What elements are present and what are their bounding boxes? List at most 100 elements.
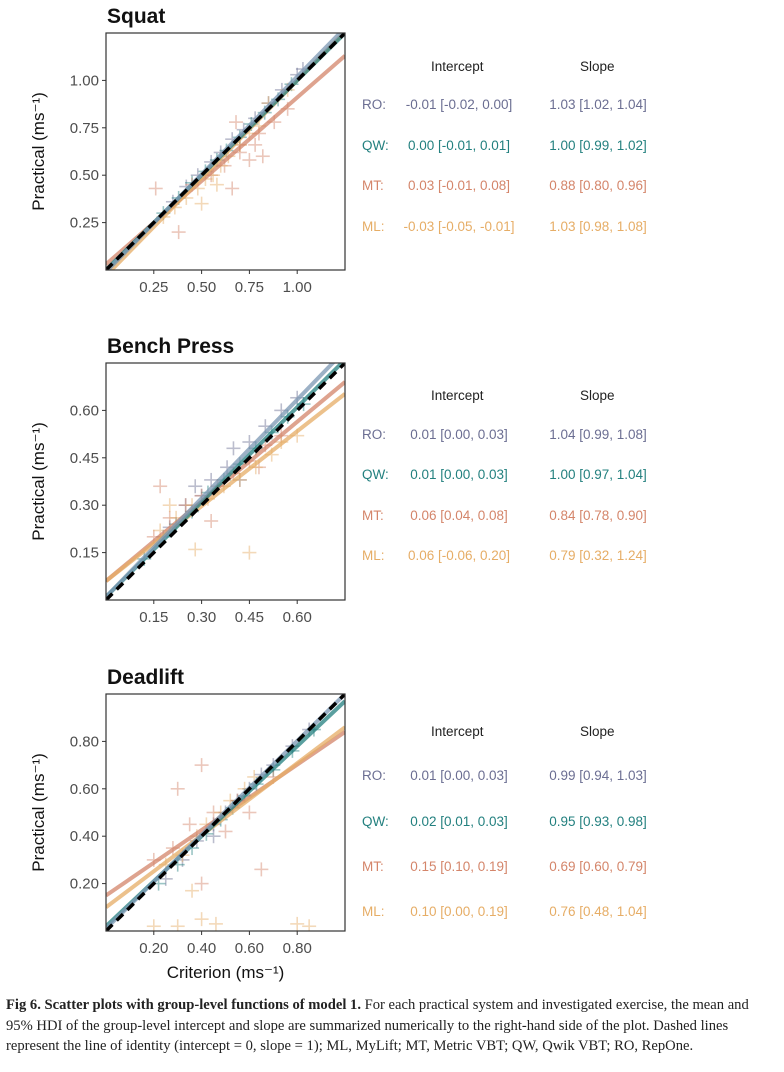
y-tick-label: 0.50	[70, 167, 99, 184]
figure-caption: Fig 6. Scatter plots with group-level fu…	[6, 995, 776, 1057]
row-label: ML:	[362, 904, 385, 919]
plot-bench-press: Bench Press 0.15 0.30 0.45 0.60 0.15 0.30 0.45 0…	[29, 335, 346, 626]
intercept-value: 0.06 [-0.06, 0.20]	[407, 548, 511, 563]
plot-deadlift: Deadlift 0.20 0.40 0.60 0.80 0.20 0.40 0.60 0.80…	[29, 666, 346, 982]
point-ml	[188, 542, 203, 557]
intercept-value: 0.03 [-0.01, 0.08]	[407, 178, 511, 193]
row-label: QW:	[362, 467, 389, 482]
y-axis-label: Practical (ms⁻¹)	[29, 753, 48, 872]
identity-line	[106, 33, 345, 270]
x-tick-label: 0.30	[187, 609, 216, 626]
row-label: QW:	[362, 138, 389, 153]
table-row: RO: 0.01 [0.00, 0.03] 0.99 [0.94, 1.03]	[350, 768, 680, 786]
table-row: RO: -0.01 [-0.02, 0.00] 1.03 [1.02, 1.04]	[350, 97, 680, 115]
table-row: ML: -0.03 [-0.05, -0.01] 1.03 [0.98, 1.08]	[350, 219, 680, 237]
row-label: ML:	[362, 548, 385, 563]
y-tick-label: 0.40	[70, 828, 99, 845]
slope-value: 1.04 [0.99, 1.08]	[549, 427, 647, 442]
point-mt	[171, 225, 186, 240]
plot-border	[105, 362, 346, 601]
table-row: MT: 0.15 [0.10, 0.19] 0.69 [0.60, 0.79]	[350, 859, 680, 877]
table-row: MT: 0.06 [0.04, 0.08] 0.84 [0.78, 0.90]	[350, 508, 680, 526]
y-axis-label: Practical (ms⁻¹)	[29, 422, 48, 541]
point-mt	[225, 181, 240, 196]
point-ro	[178, 498, 193, 513]
slope-value: 0.79 [0.32, 1.24]	[549, 548, 647, 563]
x-tick-label: 0.60	[283, 609, 312, 626]
point-ml	[209, 177, 224, 192]
y-tick-label: 0.15	[70, 545, 99, 562]
point-mt	[162, 510, 177, 525]
intercept-value: 0.01 [0.00, 0.03]	[410, 467, 508, 482]
plot-title: Deadlift	[107, 666, 184, 689]
fit-line-ml	[106, 725, 345, 909]
slope-value: 1.00 [0.97, 1.04]	[549, 467, 647, 482]
y-tick-label: 0.45	[70, 450, 99, 467]
y-tick-label: 1.00	[70, 72, 99, 89]
plot-title: Bench Press	[107, 335, 234, 358]
row-label: QW:	[362, 814, 389, 829]
point-mt	[218, 824, 233, 839]
row-label: RO:	[362, 427, 387, 442]
row-label: MT:	[362, 178, 384, 193]
plot-border	[105, 32, 346, 271]
plot-area	[106, 694, 345, 931]
row-label: RO:	[362, 97, 387, 112]
intercept-value: 0.06 [0.04, 0.08]	[410, 508, 508, 523]
slope-value: 1.03 [0.98, 1.08]	[549, 219, 647, 234]
identity-line	[106, 694, 345, 931]
table-row: QW: 0.02 [0.01, 0.03] 0.95 [0.93, 0.98]	[350, 814, 680, 832]
point-ml	[208, 916, 223, 931]
point-ml	[194, 196, 209, 211]
x-tick-label: 0.60	[235, 940, 264, 957]
point-mt	[194, 876, 209, 891]
row-label: MT:	[362, 508, 384, 523]
intercept-value: 0.00 [-0.01, 0.01]	[407, 138, 511, 153]
point-ml	[185, 883, 200, 898]
x-tick-label: 0.15	[139, 609, 168, 626]
intercept-value: 0.01 [0.00, 0.03]	[410, 427, 508, 442]
row-label: ML:	[362, 219, 385, 234]
x-tick-label: 0.25	[139, 279, 168, 296]
point-mt	[170, 781, 185, 796]
y-axis-label: Practical (ms⁻¹)	[29, 92, 48, 211]
intercept-value: 0.10 [0.00, 0.19]	[410, 904, 508, 919]
table-row: QW: 0.00 [-0.01, 0.01] 1.00 [0.99, 1.02]	[350, 138, 680, 156]
x-tick-label: 0.40	[187, 940, 216, 957]
fit-line-ml	[106, 392, 345, 583]
point-ro	[188, 479, 203, 494]
point-ro	[204, 472, 219, 487]
slope-value: 0.69 [0.60, 0.79]	[549, 859, 647, 874]
y-tick-label: 0.80	[70, 733, 99, 750]
caption-title: Fig 6. Scatter plots with group-level fu…	[6, 997, 361, 1013]
point-mt	[206, 805, 221, 820]
x-axis-label: Criterion (ms⁻¹)	[167, 963, 285, 982]
y-tick-label: 0.60	[70, 781, 99, 798]
point-ro	[206, 829, 221, 844]
row-label: RO:	[362, 768, 387, 783]
table-row: ML: 0.06 [-0.06, 0.20] 0.79 [0.32, 1.24]	[350, 548, 680, 566]
y-tick-label: 0.25	[70, 215, 99, 232]
plot-border	[105, 693, 346, 932]
point-mt	[229, 115, 244, 130]
plot-area	[106, 363, 345, 600]
point-mt	[242, 805, 257, 820]
header-intercept: Intercept	[431, 388, 484, 403]
point-ml	[162, 498, 177, 513]
identity-line	[106, 363, 345, 600]
point-mt	[194, 758, 209, 773]
table-row: MT: 0.03 [-0.01, 0.08] 0.88 [0.80, 0.96]	[350, 178, 680, 196]
point-mt	[242, 153, 257, 168]
point-mt	[178, 498, 193, 513]
point-mt	[182, 817, 197, 832]
point-mt	[248, 137, 263, 152]
point-ml	[194, 912, 209, 927]
table-row: QW: 0.01 [0.00, 0.03] 1.00 [0.97, 1.04]	[350, 467, 680, 485]
point-ro	[226, 441, 241, 456]
y-tick-label: 0.20	[70, 876, 99, 893]
x-tick-label: 0.50	[187, 279, 216, 296]
x-tick-label: 1.00	[283, 279, 312, 296]
scatter-plots: Squat 0.25 0.50 0.75 1.00 0.25 0.50 0.75 1.00 Pra…	[29, 5, 346, 982]
intercept-value: -0.01 [-0.02, 0.00]	[405, 97, 513, 112]
header-slope: Slope	[580, 388, 615, 403]
